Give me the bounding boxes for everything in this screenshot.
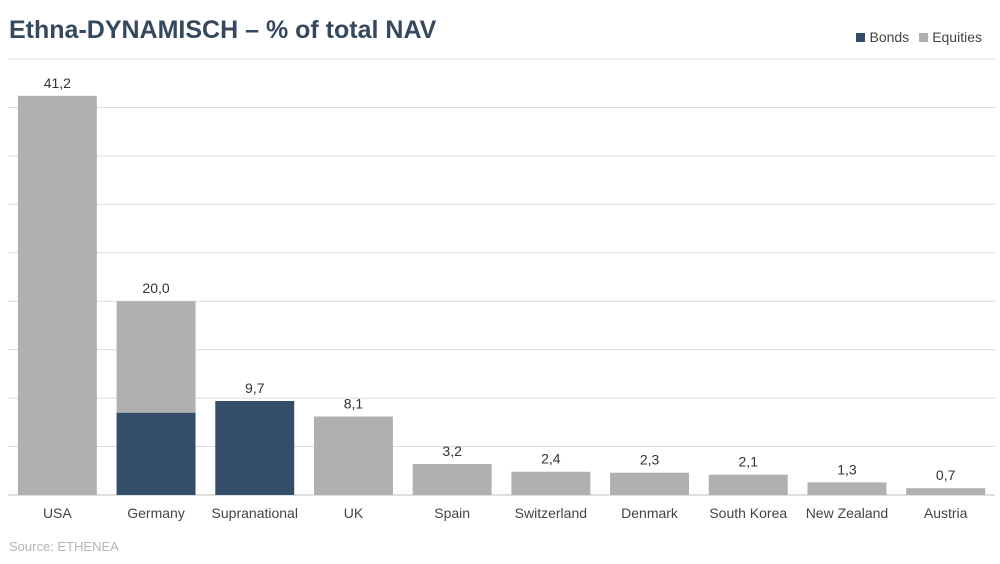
data-label: 9,7 [245, 380, 265, 396]
bar-equities [511, 471, 591, 495]
data-label: 0,7 [936, 467, 956, 483]
bar-equities [313, 416, 393, 495]
legend-swatch-equities [919, 32, 929, 42]
bar-equities [17, 95, 97, 495]
x-tick-label: UK [344, 505, 364, 521]
data-label: 2,4 [541, 451, 561, 467]
data-label: 2,3 [640, 452, 660, 468]
bar-equities [412, 463, 492, 495]
data-label: 1,3 [837, 461, 857, 477]
data-label: 41,2 [44, 75, 71, 91]
x-tick-label: Austria [924, 505, 968, 521]
x-tick-label: Germany [127, 505, 185, 521]
x-tick-label: Supranational [212, 505, 298, 521]
x-tick-label: South Korea [709, 505, 787, 521]
chart-title: Ethna-DYNAMISCH – % of total NAV [9, 16, 437, 44]
x-tick-label: New Zealand [806, 505, 889, 521]
data-label: 8,1 [344, 396, 364, 412]
bar-equities [610, 472, 690, 495]
x-tick-label: Denmark [621, 505, 679, 521]
bar-equities [906, 488, 986, 495]
data-label: 2,1 [739, 454, 759, 470]
legend-item-equities: Equities [919, 29, 982, 45]
bar-equities [708, 474, 788, 495]
legend-label-bonds: Bonds [869, 29, 910, 45]
data-label: 20,0 [142, 280, 169, 296]
x-tick-label: USA [43, 505, 72, 521]
x-tick-label: Switzerland [515, 505, 587, 521]
legend-swatch-bonds [856, 32, 866, 42]
x-tick-label: Spain [434, 505, 470, 521]
legend-item-bonds: Bonds [856, 29, 909, 45]
bar-bonds [215, 401, 295, 495]
bar-equities [116, 301, 196, 413]
bar-equities [807, 482, 887, 495]
source-note: Source: ETHENEA [9, 539, 119, 554]
data-label: 3,2 [442, 443, 462, 459]
bar-bonds [116, 412, 196, 495]
legend-label-equities: Equities [932, 29, 982, 45]
chart-legend: Bonds Equities [856, 29, 982, 45]
